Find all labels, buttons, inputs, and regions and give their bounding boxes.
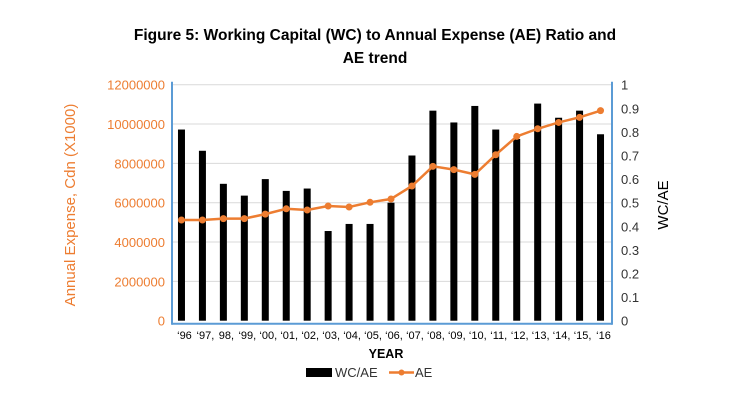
legend-bar-swatch	[306, 368, 332, 377]
y-right-tick-label: 0.4	[621, 219, 639, 234]
point-ae	[597, 107, 605, 115]
y-right-tick-label: 0.2	[621, 267, 639, 282]
x-tick-label: ‘05,	[364, 330, 382, 342]
point-ae	[534, 125, 542, 133]
y-right-tick-label: 0	[621, 314, 628, 329]
bar-wcae	[597, 134, 605, 321]
y-left-tick-label: 10000000	[107, 117, 165, 132]
x-tick-label: ‘07,	[406, 330, 424, 342]
y-right-tick-label: 1	[621, 78, 628, 93]
point-ae	[555, 118, 563, 126]
point-ae	[471, 170, 479, 178]
point-ae	[219, 215, 227, 223]
bar-wcae	[240, 195, 248, 321]
y-left-tick-label: 8000000	[114, 156, 165, 171]
y-left-tick-label: 6000000	[114, 196, 165, 211]
point-ae	[240, 215, 248, 223]
x-tick-label: ‘12,	[511, 330, 529, 342]
bar-wcae	[198, 150, 206, 321]
x-tick-label: ‘15,	[574, 330, 592, 342]
point-ae	[303, 206, 311, 214]
x-tick-label: ‘16	[596, 330, 611, 342]
legend-line-marker	[398, 369, 405, 376]
point-ae	[198, 216, 206, 224]
bar-wcae	[492, 129, 500, 321]
point-ae	[387, 195, 395, 203]
x-tick-label: ‘14,	[553, 330, 571, 342]
point-ae	[177, 216, 185, 224]
bar-wcae	[366, 223, 374, 321]
point-ae	[366, 198, 374, 206]
x-tick-label: ‘11,	[490, 330, 507, 342]
y-left-tick-label: 0	[158, 314, 165, 329]
bar-wcae	[513, 138, 521, 321]
bar-wcae	[345, 223, 353, 321]
point-ae	[576, 113, 584, 121]
y-left-tick-label: 2000000	[114, 274, 165, 289]
y-right-tick-label: 0.1	[621, 290, 639, 305]
x-tick-label: ‘99,	[238, 330, 256, 342]
bar-wcae	[303, 188, 311, 321]
x-tick-label: ‘96	[177, 330, 192, 342]
legend: WC/AE AE	[306, 365, 433, 380]
bar-wcae	[450, 122, 458, 321]
bar-wcae	[471, 105, 479, 321]
point-ae	[429, 162, 437, 170]
x-tick-label: ‘03,	[322, 330, 340, 342]
point-ae	[450, 166, 458, 174]
bar-wcae	[219, 183, 227, 321]
point-ae	[408, 182, 416, 190]
chart-title-line1: Figure 5: Working Capital (WC) to Annual…	[134, 27, 616, 44]
point-ae	[261, 210, 269, 218]
x-tick-label: ‘13,	[532, 330, 550, 342]
point-ae	[324, 202, 332, 210]
x-tick-label: ‘06,	[385, 330, 403, 342]
x-tick-label: ‘10,	[469, 330, 487, 342]
bar-wcae	[261, 179, 269, 321]
x-tick-label: ‘00,	[259, 330, 277, 342]
x-tick-label: ‘08,	[427, 330, 445, 342]
point-ae	[492, 151, 500, 159]
y-right-tick-label: 0.5	[621, 196, 639, 211]
x-axis-label: YEAR	[369, 347, 404, 361]
y-right-tick-label: 0.9	[621, 101, 639, 116]
y-right-tick-label: 0.6	[621, 172, 639, 187]
bar-wcae	[177, 129, 185, 321]
y-left-tick-label: 12000000	[107, 78, 165, 93]
x-tick-label: ‘97,	[197, 330, 215, 342]
point-ae	[282, 205, 290, 213]
bar-wcae	[534, 103, 542, 321]
point-ae	[513, 132, 521, 140]
x-tick-label: 98,	[219, 330, 234, 342]
bar-wcae	[429, 110, 437, 321]
x-tick-label: ‘09,	[448, 330, 466, 342]
y-right-tick-label: 0.3	[621, 243, 639, 258]
bar-wcae	[555, 117, 563, 321]
x-tick-label: ‘02,	[301, 330, 319, 342]
y-right-tick-label: 0.8	[621, 125, 639, 140]
point-ae	[345, 203, 353, 211]
bar-wcae	[324, 231, 332, 321]
bar-wcae	[282, 190, 290, 321]
bar-wcae	[408, 155, 416, 321]
y-left-tick-label: 4000000	[114, 235, 165, 250]
y-axis-left-label: Annual Expense, Cdn (X1000)	[62, 104, 79, 307]
bar-wcae	[387, 202, 395, 321]
legend-label-ae: AE	[415, 365, 433, 380]
y-right-tick-label: 0.7	[621, 149, 639, 164]
bar-wcae	[576, 110, 584, 321]
x-tick-label: ‘04,	[343, 330, 361, 342]
chart-title-line2: AE trend	[343, 50, 408, 67]
x-tick-label: ‘01,	[280, 330, 298, 342]
legend-label-wcae: WC/AE	[335, 365, 378, 380]
y-axis-right-label: WC/AE	[655, 180, 672, 229]
